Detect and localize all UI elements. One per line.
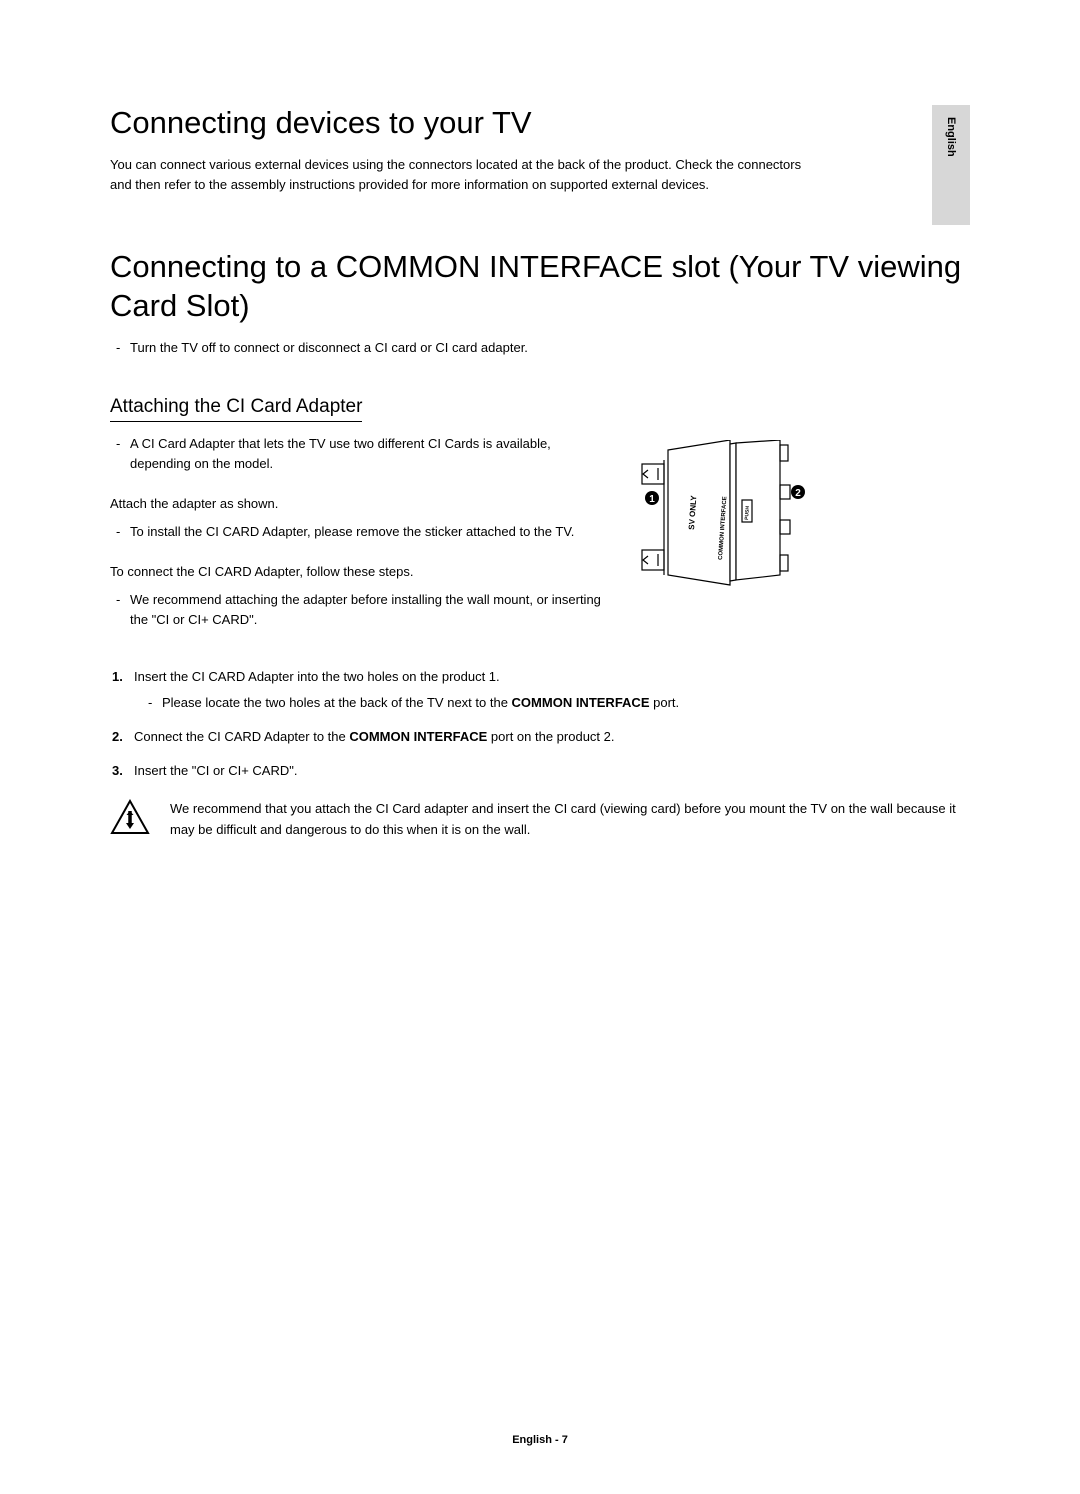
step-1-text: Insert the CI CARD Adapter into the two … xyxy=(134,669,500,684)
adapter-section: A CI Card Adapter that lets the TV use t… xyxy=(110,434,970,651)
step-1-sub: Please locate the two holes at the back … xyxy=(134,693,970,713)
turn-off-note-item: Turn the TV off to connect or disconnect… xyxy=(110,338,970,358)
language-label: English xyxy=(945,117,957,157)
warning-icon xyxy=(110,799,150,835)
adapter-availability-list: A CI Card Adapter that lets the TV use t… xyxy=(110,434,610,474)
install-sticker-item: To install the CI CARD Adapter, please r… xyxy=(110,522,610,542)
heading-connecting-devices: Connecting devices to your TV xyxy=(110,105,970,141)
step-2: Connect the CI CARD Adapter to the COMMO… xyxy=(110,727,970,747)
warning-text: We recommend that you attach the CI Card… xyxy=(170,799,970,841)
installation-steps: Insert the CI CARD Adapter into the two … xyxy=(110,667,970,782)
adapter-text-column: A CI Card Adapter that lets the TV use t… xyxy=(110,434,610,651)
subheading-attaching-adapter: Attaching the CI Card Adapter xyxy=(110,396,362,422)
svg-text:1: 1 xyxy=(649,494,655,505)
adapter-figure: 1 2 SV ONLY COMMON INTERFACE PUSH xyxy=(630,434,820,651)
step-3: Insert the "CI or CI+ CARD". xyxy=(110,761,970,781)
recommend-before-mount-item: We recommend attaching the adapter befor… xyxy=(110,590,610,630)
turn-off-note: Turn the TV off to connect or disconnect… xyxy=(110,338,970,358)
svg-text:2: 2 xyxy=(795,488,801,499)
warning-block: We recommend that you attach the CI Card… xyxy=(110,799,970,841)
heading-common-interface: Connecting to a COMMON INTERFACE slot (Y… xyxy=(110,248,970,326)
step-1: Insert the CI CARD Adapter into the two … xyxy=(110,667,970,713)
page-footer: English - 7 xyxy=(0,1434,1080,1446)
ci-adapter-diagram-icon: 1 2 SV ONLY COMMON INTERFACE PUSH xyxy=(630,440,810,600)
connect-follow-steps: To connect the CI CARD Adapter, follow t… xyxy=(110,562,610,582)
svg-text:PUSH: PUSH xyxy=(744,505,751,520)
intro-paragraph: You can connect various external devices… xyxy=(110,155,810,194)
recommend-before-mount-list: We recommend attaching the adapter befor… xyxy=(110,590,610,630)
step-1-sublist: Please locate the two holes at the back … xyxy=(134,693,970,713)
language-tab: English xyxy=(932,105,970,225)
adapter-availability-item: A CI Card Adapter that lets the TV use t… xyxy=(110,434,610,474)
attach-as-shown: Attach the adapter as shown. xyxy=(110,494,610,514)
install-sticker-list: To install the CI CARD Adapter, please r… xyxy=(110,522,610,542)
